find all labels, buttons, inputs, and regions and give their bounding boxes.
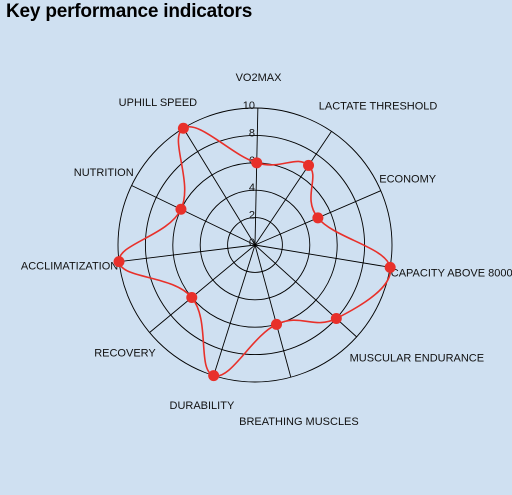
- category-label-1: LACTATE THRESHOLD: [319, 101, 438, 113]
- series-layer: [113, 122, 396, 382]
- spoke-6: [213, 244, 256, 376]
- category-label-8: ACCLIMATIZATION: [21, 260, 118, 272]
- data-point-7[interactable]: [186, 292, 198, 304]
- data-point-9[interactable]: [175, 203, 187, 215]
- data-point-2[interactable]: [312, 212, 324, 224]
- chart-title: Key performance indicators: [6, 1, 253, 22]
- data-point-8[interactable]: [113, 256, 125, 268]
- category-label-10: UPHILL SPEED: [119, 97, 198, 109]
- category-label-6: DURABILITY: [170, 400, 235, 412]
- radar-spokes: [118, 108, 391, 378]
- category-label-9: NUTRITION: [74, 167, 134, 179]
- spoke-3: [254, 244, 391, 268]
- data-point-3[interactable]: [384, 261, 396, 273]
- category-label-4: MUSCULAR ENDURANCE: [350, 353, 484, 365]
- category-label-3: CAPACITY ABOVE 8000M: [391, 267, 512, 279]
- category-label-7: RECOVERY: [94, 347, 156, 359]
- data-point-10[interactable]: [177, 122, 189, 134]
- spoke-10: [182, 127, 256, 246]
- category-labels: VO2MAX LACTATE THRESHOLD ECONOMY CAPACITY A…: [21, 72, 512, 428]
- category-label-0: VO2MAX: [236, 72, 283, 84]
- tick-label-2: 2: [249, 210, 255, 222]
- tick-label-8: 8: [249, 127, 255, 139]
- spoke-5: [254, 244, 292, 378]
- data-point-4[interactable]: [330, 312, 342, 324]
- data-point-0[interactable]: [251, 157, 263, 169]
- tick-label-10: 10: [243, 100, 255, 112]
- grid-circle-2: [227, 217, 283, 273]
- grid-circle-4: [199, 189, 311, 301]
- data-point-6[interactable]: [208, 370, 220, 382]
- tick-label-0: 0: [249, 237, 255, 249]
- spoke-9: [131, 185, 256, 246]
- tick-label-4: 4: [249, 182, 255, 194]
- spoke-8: [118, 244, 256, 263]
- spoke-1: [254, 131, 332, 246]
- spoke-0: [254, 108, 259, 246]
- data-point-5[interactable]: [271, 318, 283, 330]
- grid-circle-10: [117, 107, 393, 383]
- data-point-1[interactable]: [303, 159, 315, 171]
- spoke-7: [149, 244, 256, 333]
- category-label-2: ECONOMY: [379, 173, 437, 185]
- radial-ticks: 0246810: [243, 100, 255, 249]
- spoke-4: [254, 244, 357, 338]
- category-label-5: BREATHING MUSCLES: [239, 416, 359, 428]
